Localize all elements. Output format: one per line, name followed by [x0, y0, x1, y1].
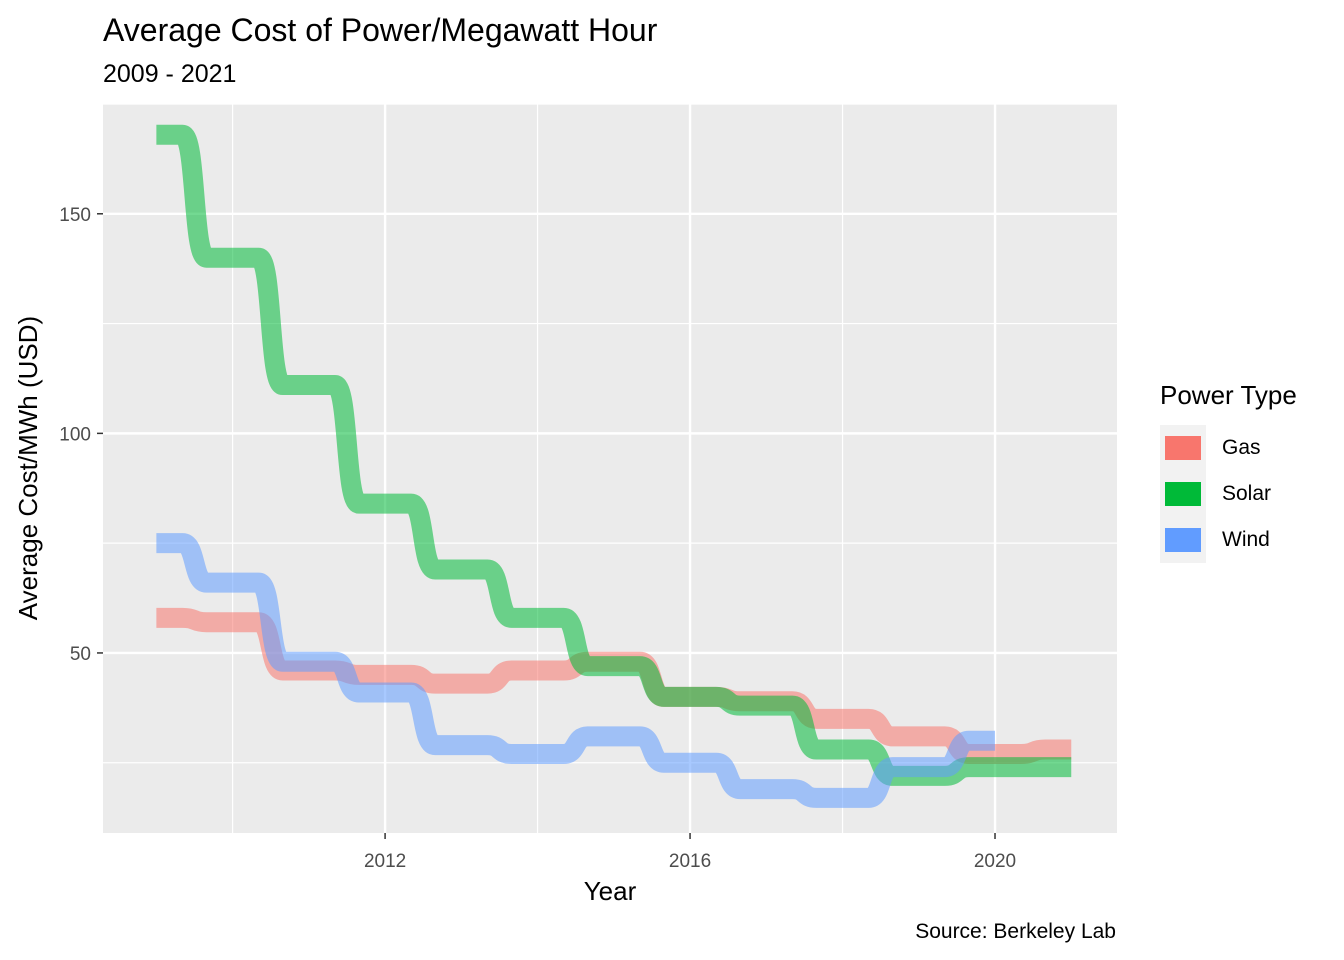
chart-caption: Source: Berkeley Lab — [915, 920, 1116, 943]
legend-label-solar: Solar — [1222, 482, 1272, 505]
legend-swatch-gas — [1165, 436, 1201, 460]
series-layer — [156, 124, 1072, 808]
legend-item-wind: Wind — [1160, 517, 1297, 563]
grid-major — [103, 104, 1117, 833]
x-axis: 2012 2016 2020 — [364, 833, 1016, 872]
y-tick-label: 50 — [70, 644, 91, 665]
legend-key-wind — [1160, 517, 1206, 563]
series-line-wind — [156, 533, 996, 808]
x-tick-label: 2016 — [669, 851, 711, 872]
legend-item-solar: Solar — [1160, 471, 1297, 517]
y-tick-label: 100 — [59, 424, 91, 445]
legend-item-gas: Gas — [1160, 425, 1297, 471]
y-axis-label: Average Cost/MWh (USD) — [13, 316, 43, 620]
legend-key-solar — [1160, 471, 1206, 517]
legend-key-gas — [1160, 425, 1206, 471]
legend-label-wind: Wind — [1222, 528, 1270, 551]
legend-swatch-wind — [1165, 528, 1201, 552]
legend-swatch-solar — [1165, 482, 1201, 506]
chart-subtitle: 2009 - 2021 — [103, 60, 237, 88]
x-tick-label: 2012 — [364, 851, 406, 872]
y-axis: 50 100 150 — [59, 205, 103, 665]
legend-label-gas: Gas — [1222, 436, 1261, 459]
legend-title: Power Type — [1160, 380, 1297, 410]
plot-panel — [103, 104, 1117, 833]
y-tick-label: 150 — [59, 205, 91, 226]
chart-title: Average Cost of Power/Megawatt Hour — [103, 12, 658, 48]
legend: Power Type Gas Solar Wind — [1160, 380, 1297, 563]
x-tick-label: 2020 — [974, 851, 1016, 872]
x-axis-label: Year — [584, 876, 637, 906]
